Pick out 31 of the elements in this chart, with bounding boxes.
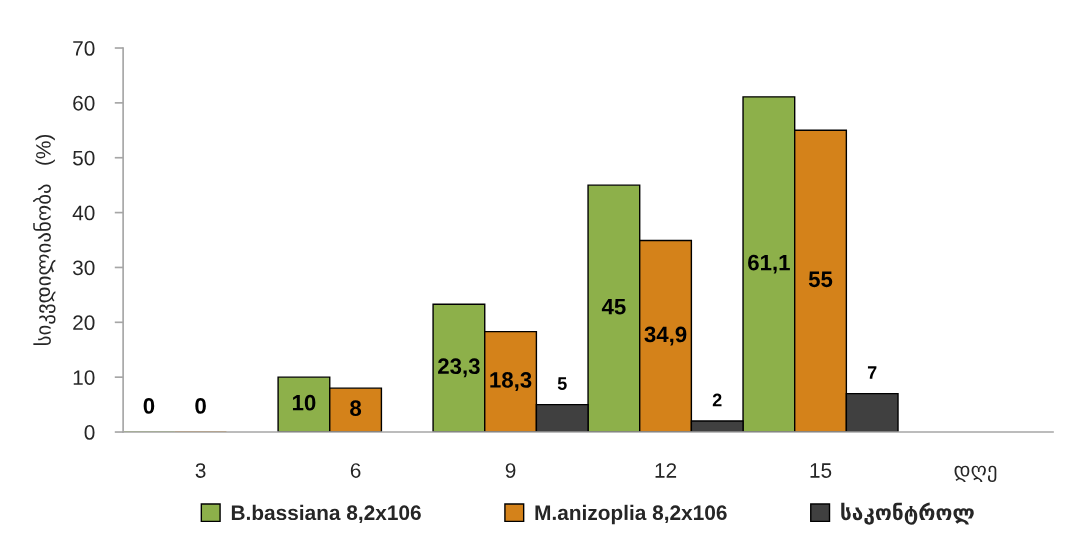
y-tick-label: 20 bbox=[73, 315, 95, 331]
x-tick-label: 3 bbox=[195, 463, 206, 478]
y-tick-label: 30 bbox=[72, 260, 95, 276]
legend-label: M.anizoplia 8,2x106 bbox=[535, 504, 727, 525]
legend-label: B.bassiana 8,2x106 bbox=[231, 504, 421, 524]
x-tick-label: 9 bbox=[505, 463, 516, 478]
x-tick-label: 15 bbox=[810, 463, 832, 478]
y-tick-label: 70 bbox=[73, 41, 95, 56]
data-label: 8 bbox=[350, 400, 362, 417]
data-label: 61,1 bbox=[748, 254, 790, 274]
data-label: 7 bbox=[867, 366, 877, 379]
legend-label: საკონტროლ bbox=[841, 502, 974, 525]
x-tick-label: 12 bbox=[655, 463, 677, 478]
data-label: 0 bbox=[143, 398, 155, 414]
data-label: 5 bbox=[557, 377, 567, 390]
y-tick-label: 0 bbox=[84, 425, 95, 440]
data-label: 55 bbox=[808, 271, 833, 288]
y-tick-label: 10 bbox=[73, 370, 95, 385]
y-tick-label: 60 bbox=[73, 95, 95, 111]
data-label: 18,3 bbox=[490, 372, 532, 392]
y-tick-label: 40 bbox=[72, 205, 95, 221]
x-tick-label: 6 bbox=[350, 463, 361, 478]
y-axis-title: სიკვდილიანობა (%) bbox=[33, 134, 56, 346]
data-label: 0 bbox=[195, 398, 206, 414]
y-tick-label: 50 bbox=[73, 150, 95, 166]
data-label: 23,3 bbox=[438, 358, 480, 378]
data-label: 34,9 bbox=[644, 326, 687, 346]
data-label: 45 bbox=[601, 299, 626, 315]
data-label: 2 bbox=[712, 393, 722, 407]
x-tick-label: დღე bbox=[954, 465, 997, 482]
data-label: 10 bbox=[292, 394, 316, 411]
